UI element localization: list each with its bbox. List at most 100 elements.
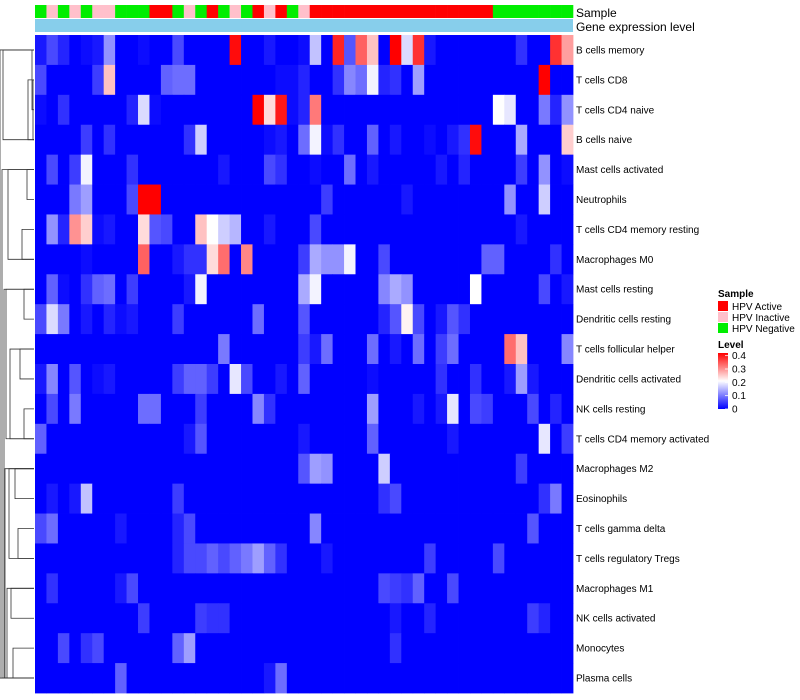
sample-annotation-cell xyxy=(424,5,436,18)
heatmap-cell xyxy=(126,184,139,215)
sample-annotation-cell xyxy=(103,5,116,18)
heatmap-cell xyxy=(46,393,59,425)
heatmap-cell xyxy=(424,633,437,664)
heatmap-cell xyxy=(252,274,265,305)
row-label: B cells naive xyxy=(576,135,633,146)
heatmap-cell xyxy=(389,393,402,425)
heatmap-cell xyxy=(218,393,230,425)
heatmap-cell xyxy=(92,304,105,335)
heatmap-cell xyxy=(35,304,47,335)
sample-annotation-cell xyxy=(366,5,379,18)
heatmap-cell xyxy=(504,393,517,425)
heatmap-cell xyxy=(69,483,82,514)
annotation-label-sample: Sample xyxy=(576,6,617,20)
heatmap-cell xyxy=(286,184,299,215)
heatmap-cell xyxy=(57,274,70,305)
heatmap-cell xyxy=(69,184,82,215)
heatmap-cell xyxy=(435,124,448,156)
heatmap-cell xyxy=(46,513,59,544)
heatmap-cell xyxy=(332,573,345,604)
heatmap-cell xyxy=(389,483,402,514)
heatmap-cell xyxy=(435,633,448,664)
heatmap-cell xyxy=(263,603,276,634)
heatmap-cell xyxy=(275,663,288,694)
heatmap-cell xyxy=(115,364,127,395)
heatmap-cell xyxy=(561,573,574,604)
heatmap-cell xyxy=(538,393,551,425)
heatmap-cell xyxy=(550,663,562,694)
heatmap-cell xyxy=(149,124,162,156)
heatmap-cell xyxy=(332,364,345,395)
heatmap-cell xyxy=(241,364,253,395)
heatmap-cell xyxy=(206,513,219,544)
row-label: Mast cells activated xyxy=(576,165,663,176)
heatmap-cell xyxy=(515,543,528,574)
heatmap-cell xyxy=(126,274,139,305)
heatmap-cell xyxy=(252,35,265,66)
heatmap-cell xyxy=(252,543,265,574)
heatmap-cell xyxy=(149,64,162,96)
heatmap-cell xyxy=(447,124,459,156)
heatmap-cell xyxy=(263,64,276,96)
heatmap-cell xyxy=(286,603,299,634)
heatmap-cell xyxy=(229,274,242,305)
heatmap-cell xyxy=(69,334,82,365)
heatmap-cell xyxy=(103,94,116,126)
heatmap-cell xyxy=(57,633,70,664)
heatmap-cell xyxy=(401,543,414,574)
heatmap-cell xyxy=(366,124,379,156)
heatmap-cell xyxy=(46,603,59,634)
heatmap-cell xyxy=(218,334,230,365)
heatmap-cell xyxy=(504,35,517,66)
sample-annotation-cell xyxy=(172,5,185,18)
heatmap-cell xyxy=(538,513,551,544)
heatmap-cell xyxy=(561,184,574,215)
heatmap-cell xyxy=(241,633,253,664)
heatmap-cell xyxy=(469,633,482,664)
heatmap-cell xyxy=(355,184,368,215)
heatmap-cell xyxy=(241,423,253,455)
heatmap-cell xyxy=(561,334,574,365)
heatmap-cell xyxy=(332,184,345,215)
heatmap-cell xyxy=(355,663,368,694)
heatmap-cell xyxy=(160,334,173,365)
heatmap-cell xyxy=(469,64,482,96)
sample-annotation-cell xyxy=(35,5,47,18)
heatmap-cell xyxy=(401,633,414,664)
heatmap-cell xyxy=(366,184,379,215)
heatmap-cell xyxy=(149,393,162,425)
heatmap-cell xyxy=(412,124,425,156)
heatmap-cell xyxy=(492,184,505,215)
heatmap-cell xyxy=(252,513,265,544)
heatmap-cell xyxy=(160,423,173,455)
heatmap-cell xyxy=(275,64,288,96)
heatmap-cell xyxy=(504,334,517,365)
heatmap-cell xyxy=(229,35,242,66)
heatmap-cell xyxy=(321,304,334,335)
heatmap-cell xyxy=(35,334,47,365)
row-label: T cells CD4 naive xyxy=(576,105,655,116)
heatmap-cell xyxy=(492,124,505,156)
heatmap-cell xyxy=(57,35,70,66)
heatmap-cell xyxy=(401,304,414,335)
heatmap-cell xyxy=(447,633,459,664)
row-label: Macrophages M1 xyxy=(576,584,654,595)
heatmap-cell xyxy=(160,483,173,514)
heatmap-cell xyxy=(378,35,391,66)
heatmap-cell xyxy=(504,633,517,664)
heatmap-cell xyxy=(229,423,242,455)
heatmap-cell xyxy=(172,573,185,604)
heatmap-cell xyxy=(481,64,494,96)
heatmap-cell xyxy=(35,393,47,425)
heatmap-cell xyxy=(458,513,471,544)
row-label: Neutrophils xyxy=(576,195,627,206)
sample-annotation-cell xyxy=(149,5,162,18)
heatmap-cell xyxy=(332,94,345,126)
heatmap-cell xyxy=(206,334,219,365)
heatmap-cell xyxy=(527,35,540,66)
dendrogram-branch xyxy=(7,169,34,260)
heatmap-cell xyxy=(126,453,139,485)
heatmap-cell xyxy=(80,304,93,335)
dendrogram-branch xyxy=(12,647,34,679)
heatmap-cell xyxy=(275,274,288,305)
